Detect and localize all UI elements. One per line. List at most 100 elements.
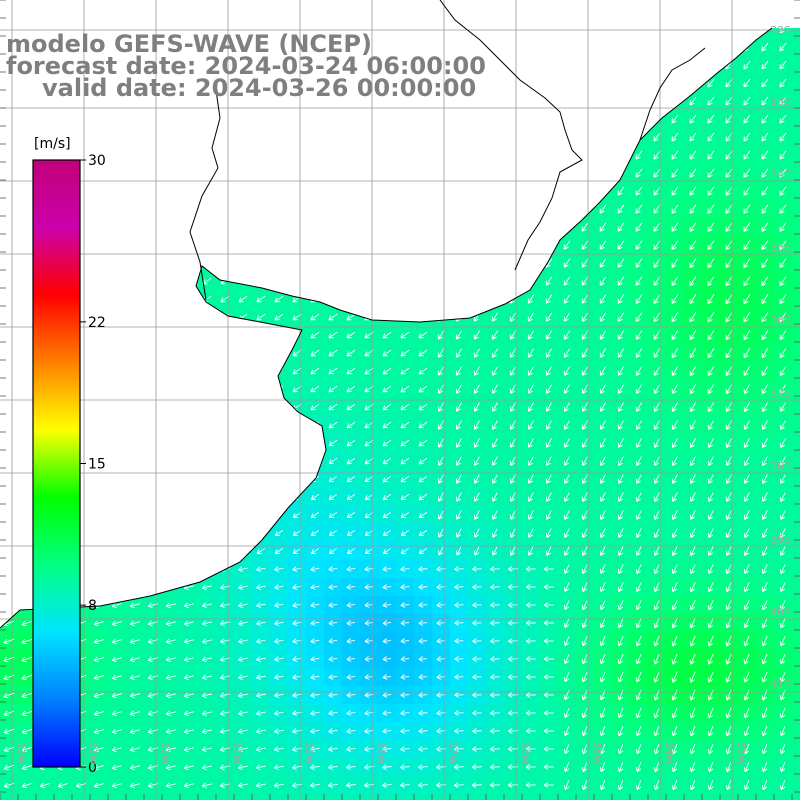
speed-cell [684, 794, 703, 800]
speed-cell [666, 794, 685, 800]
speed-cell [36, 794, 55, 800]
speed-cell [252, 794, 271, 800]
longitude-label: 62W [87, 742, 98, 765]
speed-cell [792, 146, 800, 165]
speed-cell [432, 794, 451, 800]
latitude-label: 37S [770, 387, 791, 400]
speed-cell [774, 28, 793, 39]
speed-cell [792, 272, 800, 291]
speed-cell [792, 650, 800, 669]
speed-cell [792, 38, 800, 57]
speed-cell [792, 200, 800, 219]
longitude-label: 55W [591, 742, 602, 765]
speed-cell [792, 326, 800, 345]
longitude-label: 56W [519, 742, 530, 765]
latitude-label: 35S [770, 241, 791, 254]
speed-cell [792, 236, 800, 255]
valid-date: valid date: 2024-03-26 00:00:00 [42, 74, 477, 102]
speed-cell [756, 794, 775, 800]
speed-cell [792, 560, 800, 579]
speed-cell [792, 506, 800, 525]
longitude-label: 57W [447, 742, 458, 765]
speed-cell [792, 578, 800, 597]
speed-cell [90, 794, 109, 800]
speed-cell [270, 794, 289, 800]
latitude-label: 33S [770, 95, 791, 108]
longitude-label: 60W [231, 742, 242, 765]
speed-cell [54, 794, 73, 800]
colorbar-tick-label: 15 [88, 457, 106, 473]
speed-cell [792, 74, 800, 93]
latitude-label: 32S [770, 24, 791, 37]
speed-cell [306, 794, 325, 800]
speed-cell [792, 182, 800, 201]
speed-cell [414, 794, 433, 800]
speed-cell [702, 794, 721, 800]
latitude-label: 38S [770, 460, 791, 473]
speed-cell [738, 794, 757, 800]
colorbar-unit-label: [m/s] [34, 136, 71, 152]
speed-cell [792, 308, 800, 327]
speed-cell [720, 794, 739, 800]
speed-cell [792, 218, 800, 237]
colorbar-tick-label: 22 [88, 315, 106, 331]
speed-cell [468, 794, 487, 800]
speed-cell [792, 56, 800, 75]
latitude-label: 41S [770, 678, 791, 691]
speed-cell [504, 794, 523, 800]
speed-cell [792, 290, 800, 309]
speed-cell [486, 794, 505, 800]
speed-cell [792, 164, 800, 183]
longitude-label: 54W [663, 742, 674, 765]
colorbar-tick-label: 8 [88, 598, 97, 614]
speed-cell [72, 794, 91, 800]
speed-cell [792, 362, 800, 381]
longitude-label: 53W [735, 742, 746, 765]
speed-cell [558, 794, 577, 800]
speed-cell [594, 794, 613, 800]
speed-cell [126, 794, 145, 800]
longitude-label: 63W [15, 742, 26, 765]
latitude-label: 40S [770, 606, 791, 619]
speed-cell [792, 488, 800, 507]
speed-cell [288, 794, 307, 800]
speed-cell [630, 794, 649, 800]
speed-cell [792, 254, 800, 273]
speed-cell [792, 398, 800, 417]
longitude-label: 59W [303, 742, 314, 765]
speed-cell [792, 434, 800, 453]
speed-cell [216, 794, 235, 800]
speed-cell [792, 524, 800, 543]
speed-cell [648, 794, 667, 800]
longitude-label: 58W [375, 742, 386, 765]
speed-cell [198, 794, 217, 800]
speed-cell [576, 794, 595, 800]
speed-cell [234, 794, 253, 800]
speed-cell [792, 344, 800, 363]
speed-cell [450, 794, 469, 800]
speed-cell [792, 542, 800, 561]
speed-cell [792, 596, 800, 615]
speed-cell [774, 794, 793, 800]
speed-cell [792, 28, 800, 39]
latitude-label: 34S [770, 168, 791, 181]
speed-cell [540, 794, 559, 800]
speed-cell [792, 794, 800, 800]
speed-cell [324, 794, 343, 800]
longitude-label: 61W [159, 742, 170, 765]
speed-cell [108, 794, 127, 800]
speed-cell [612, 794, 631, 800]
speed-cell [0, 794, 19, 800]
speed-cell [792, 614, 800, 633]
latitude-label: 39S [770, 533, 791, 546]
speed-cell [792, 416, 800, 435]
speed-cell [18, 794, 37, 800]
colorbar-ramp [32, 159, 81, 768]
speed-cell [792, 470, 800, 489]
speed-cell [162, 794, 181, 800]
speed-cell [396, 794, 415, 800]
speed-cell [792, 92, 800, 111]
speed-cell [180, 794, 199, 800]
